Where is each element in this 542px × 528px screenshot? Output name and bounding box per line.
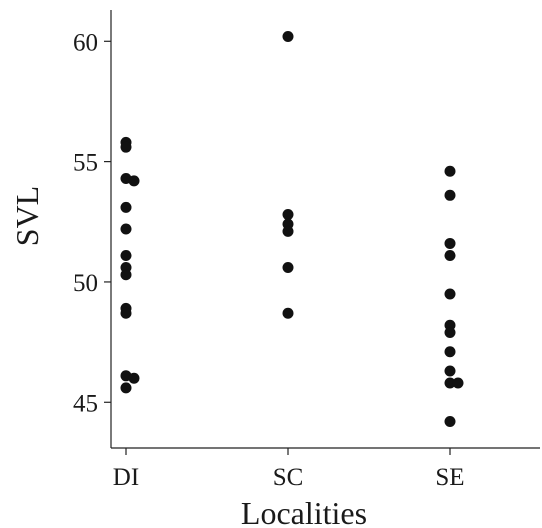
data-point-sc (282, 209, 294, 221)
data-point-di (120, 223, 132, 235)
x-tick-label: DI (113, 464, 139, 491)
data-point-se (444, 189, 456, 201)
data-point-sc (282, 262, 294, 274)
data-point-se (444, 249, 456, 261)
x-tick-label: SE (435, 464, 464, 491)
data-point-di (120, 382, 132, 394)
y-tick-label: 50 (73, 270, 98, 297)
y-axis-ticks: 45 50 55 60 (73, 29, 111, 417)
data-point-se (444, 377, 456, 389)
data-point-di (128, 175, 140, 187)
data-point-sc (282, 307, 294, 319)
data-point-se (444, 326, 456, 338)
data-point-se (444, 416, 456, 428)
y-tick-label: 45 (73, 390, 98, 417)
data-point-di (128, 372, 140, 384)
data-point-di (120, 307, 132, 319)
data-point-se (444, 346, 456, 358)
y-tick-label: 60 (73, 29, 98, 56)
data-point-di (120, 201, 132, 213)
data-point-di (120, 269, 132, 281)
data-point-di (120, 141, 132, 153)
data-point-di (120, 249, 132, 261)
data-point-sc (282, 30, 294, 42)
y-tick-label: 55 (73, 150, 98, 177)
data-point-se (444, 365, 456, 377)
data-point-sc (282, 225, 294, 237)
x-tick-label: SC (273, 464, 304, 491)
x-axis-title: Localities (241, 495, 367, 528)
data-points (120, 30, 464, 428)
x-axis-ticks: DI SC SE (113, 448, 465, 491)
data-point-se (452, 377, 464, 389)
y-axis-title: SVL (9, 186, 45, 246)
data-point-se (444, 237, 456, 249)
data-point-se (444, 165, 456, 177)
data-point-se (444, 288, 456, 300)
